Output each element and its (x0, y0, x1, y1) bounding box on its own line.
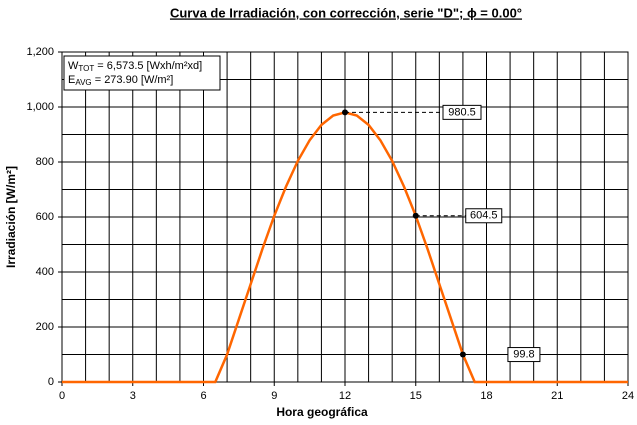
annotation-text: W (68, 60, 79, 72)
y-tick-label: 0 (48, 376, 54, 388)
y-axis-label: Irradiación [W/m²] (4, 166, 18, 268)
annotation-line: EAVG = 273.90 [W/m²] (68, 74, 173, 87)
x-tick-label: 24 (622, 390, 634, 402)
annotation-line: WTOT = 6,573.5 [Wxh/m²xd] (68, 60, 202, 73)
x-tick-label: 6 (200, 390, 206, 402)
value-label: 980.5 (448, 106, 476, 118)
value-label-box (442, 104, 482, 120)
x-axis-label: Hora geográfica (276, 405, 368, 419)
annotation-box (63, 55, 221, 91)
y-tick-label: 400 (36, 266, 54, 278)
x-tick-label: 15 (410, 390, 422, 402)
annotation-subscript: AVG (75, 78, 91, 87)
plot: 980.5 604.5 99.8 (62, 104, 628, 384)
annotation-text: E (68, 74, 75, 86)
y-tick-label: 1,200 (26, 46, 54, 58)
grid: 0 200 400 600 800 1,000 1,200 0 3 6 9 12 15 18 21 24 (26, 46, 634, 402)
point (459, 351, 466, 358)
value-label-box (465, 208, 503, 224)
value-label-box (507, 347, 541, 363)
point (342, 109, 348, 116)
annotation-text: = 273.90 [W/m²] (92, 74, 174, 86)
value-label: 604.5 (470, 210, 498, 222)
y-tick-label: 200 (36, 321, 54, 333)
x-tick-label: 0 (59, 390, 65, 402)
x-tick-label: 21 (551, 390, 563, 402)
y-tick-label: 600 (36, 211, 54, 223)
annotation-subscript: TOT (78, 64, 94, 73)
annotation-text: = 6,573.5 [Wxh/m²xd] (94, 60, 202, 72)
point (412, 212, 419, 219)
y-tick-label: 1,000 (26, 101, 54, 113)
x-tick-label: 18 (480, 390, 492, 402)
chart-title: Curva de Irradiación, con corrección, se… (170, 5, 522, 20)
x-tick-label: 9 (271, 390, 277, 402)
y-tick-label: 800 (36, 156, 54, 168)
x-tick-label: 12 (339, 390, 351, 402)
x-tick-label: 3 (130, 390, 136, 402)
value-label: 99.8 (513, 348, 534, 360)
